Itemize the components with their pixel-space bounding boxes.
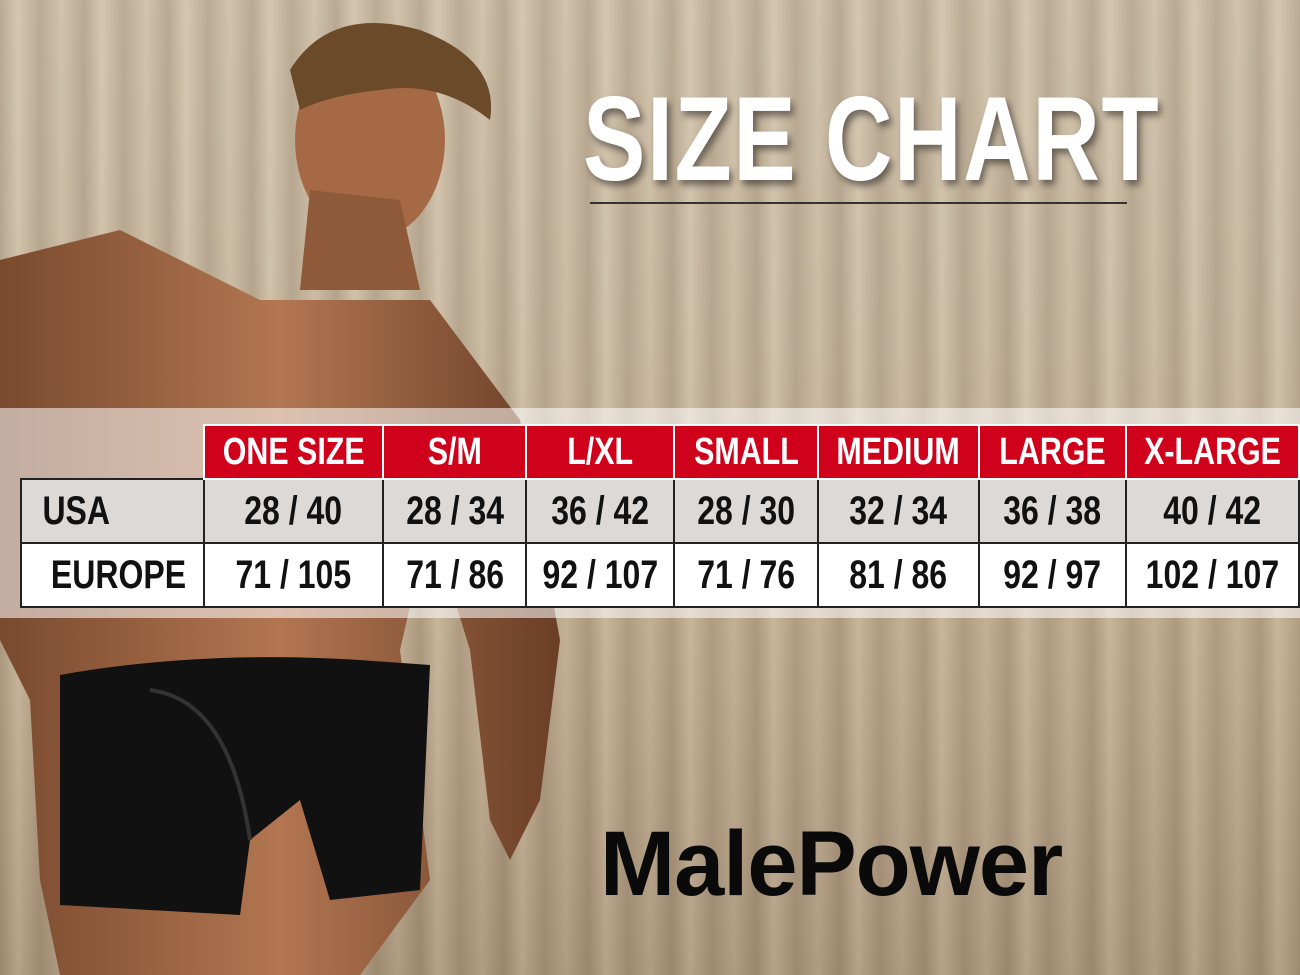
table-cell: 102 / 107 [1124,542,1300,608]
size-table: ONE SIZE S/M L/XL SMALL MEDIUM LARGE X-L… [20,424,1300,608]
row-label: EUROPE [20,542,205,608]
page-title: SIZE CHART [583,72,1161,206]
header-x-large: X-LARGE [1124,424,1300,480]
table-cell: 92 / 107 [525,542,675,608]
table-cell: 28 / 40 [202,478,385,544]
table-cell: 81 / 86 [817,542,980,608]
table-cell: 36 / 38 [977,478,1127,544]
table-row-usa: USA 28 / 40 28 / 34 36 / 42 28 / 30 32 /… [20,478,1300,544]
table-cell: 36 / 42 [525,478,675,544]
brand-logo: MalePower [600,813,1063,915]
row-label: USA [20,478,205,544]
header-medium: MEDIUM [817,424,980,480]
table-cell: 28 / 30 [672,478,820,544]
table-cell: 32 / 34 [817,478,980,544]
header-l-xl: L/XL [525,424,675,480]
table-cell: 71 / 105 [202,542,385,608]
table-cell: 92 / 97 [977,542,1127,608]
header-row: ONE SIZE S/M L/XL SMALL MEDIUM LARGE X-L… [21,424,1300,480]
corner-cell [21,425,204,479]
title-divider [590,202,1127,204]
header-large: LARGE [977,424,1127,480]
table-row-europe: EUROPE 71 / 105 71 / 86 92 / 107 71 / 76… [20,542,1300,608]
table-cell: 28 / 34 [382,478,528,544]
header-small: SMALL [672,424,820,480]
table-cell: 71 / 76 [672,542,820,608]
header-one-size: ONE SIZE [202,424,385,480]
table-cell: 71 / 86 [382,542,528,608]
header-s-m: S/M [382,424,528,480]
table-cell: 40 / 42 [1124,478,1300,544]
